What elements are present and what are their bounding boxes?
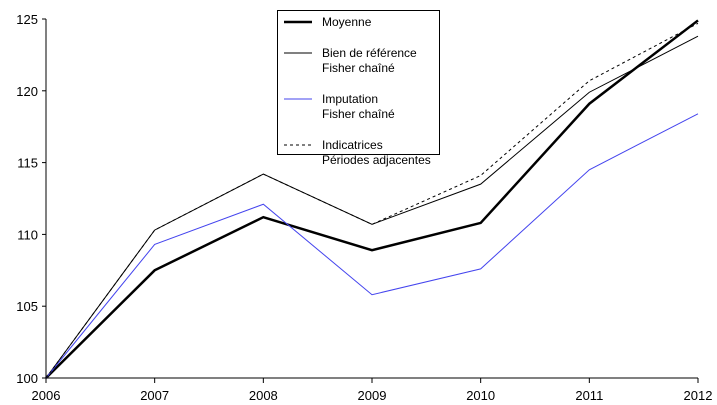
legend-label: Bien de référence Fisher chaîné — [322, 46, 417, 75]
y-tick-label: 110 — [17, 227, 38, 242]
legend-swatch — [284, 98, 312, 100]
x-tick-label: 2010 — [466, 388, 495, 403]
y-tick-label: 125 — [16, 12, 38, 27]
y-tick-label: 100 — [16, 371, 38, 386]
legend-label: Indicatrices Périodes adjacentes — [322, 138, 431, 167]
x-tick-label: 2009 — [358, 388, 387, 403]
legend-swatch — [284, 144, 312, 146]
x-tick-label: 2006 — [32, 388, 61, 403]
x-tick-label: 2007 — [140, 388, 169, 403]
series-line — [45, 35, 699, 379]
x-tick-label: 2011 — [575, 388, 603, 403]
legend-label: Imputation Fisher chaîné — [322, 92, 395, 121]
x-tick-label: 2008 — [249, 388, 278, 403]
series-line — [45, 113, 699, 379]
legend: Moyenne Bien de référence Fisher chaîné Im… — [277, 10, 440, 167]
legend-entry: Moyenne — [282, 15, 439, 30]
y-tick-label: 105 — [16, 299, 38, 314]
x-tick-label: 2012 — [684, 388, 713, 403]
legend-label: Moyenne — [322, 15, 372, 29]
legend-swatch — [284, 52, 312, 54]
legend-entry: Indicatrices Périodes adjacentes — [282, 138, 439, 168]
legend-entry: Imputation Fisher chaîné — [282, 92, 439, 122]
legend-entry: Bien de référence Fisher chaîné — [282, 46, 439, 76]
series-line — [45, 19, 699, 379]
legend-swatch — [284, 20, 312, 24]
y-tick-label: 120 — [16, 84, 38, 99]
y-tick-label: 115 — [17, 156, 38, 171]
